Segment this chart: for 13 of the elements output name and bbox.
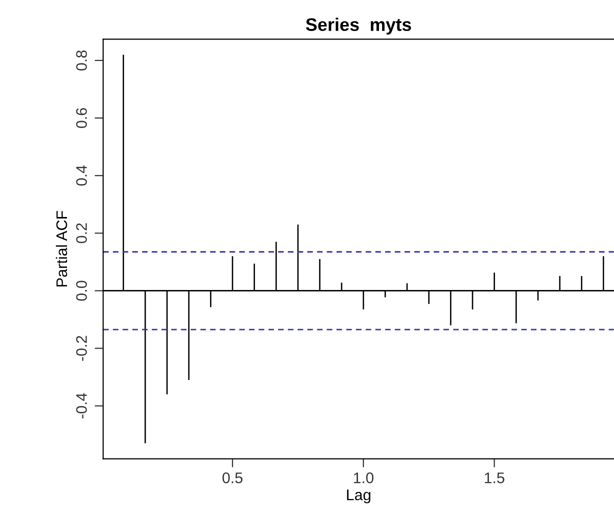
x-tick-label: 1.0	[354, 472, 374, 484]
y-tick-label: 0.4	[76, 165, 87, 186]
y-axis-title: Partial ACF	[56, 210, 68, 286]
x-tick-label: 0.5	[222, 472, 242, 484]
y-tick-label: 0.2	[76, 223, 87, 244]
y-tick-label: -0.2	[76, 336, 87, 361]
y-tick-label: -0.4	[76, 393, 87, 418]
chart-title: Series myts	[306, 18, 412, 35]
y-tick-label: 0.0	[76, 280, 87, 301]
y-tick-label: 0.8	[76, 50, 87, 70]
x-axis-title: Lag	[347, 490, 370, 504]
x-tick-label: 1.5	[484, 472, 504, 484]
y-tick-label: 0.6	[76, 108, 87, 128]
